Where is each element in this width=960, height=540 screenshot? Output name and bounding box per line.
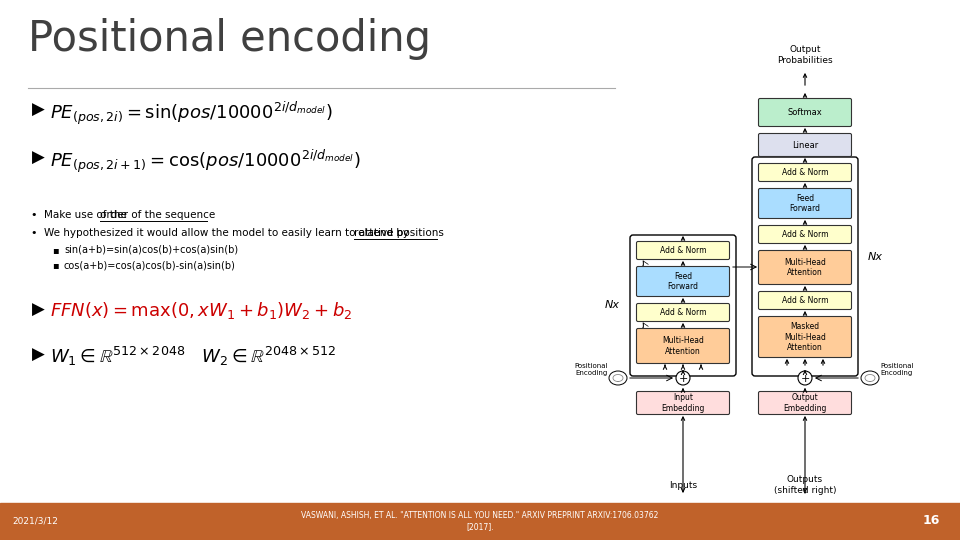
Text: order of the sequence: order of the sequence [100,210,215,220]
Text: Add & Norm: Add & Norm [781,296,828,305]
Text: Linear: Linear [792,140,818,150]
Text: We hypothesized it would allow the model to easily learn to attend by: We hypothesized it would allow the model… [44,228,412,238]
FancyBboxPatch shape [758,392,852,415]
FancyBboxPatch shape [636,267,730,296]
FancyBboxPatch shape [758,133,852,157]
FancyBboxPatch shape [636,241,730,260]
Text: Add & Norm: Add & Norm [781,168,828,177]
Text: Positional
Encoding: Positional Encoding [574,363,608,376]
Text: ▪: ▪ [52,245,59,255]
Text: $PE_{(pos,2i+1)} = \cos(pos/10000^{2i/d_{model}})$: $PE_{(pos,2i+1)} = \cos(pos/10000^{2i/d_… [50,148,361,176]
Text: Add & Norm: Add & Norm [660,246,707,255]
FancyBboxPatch shape [758,98,852,126]
Text: Nx: Nx [868,252,883,262]
Text: Multi-Head
Attention: Multi-Head Attention [784,258,826,277]
FancyBboxPatch shape [636,392,730,415]
Text: cos(a+b)=cos(a)cos(b)-sin(a)sin(b): cos(a+b)=cos(a)cos(b)-sin(a)sin(b) [64,260,236,270]
Text: $W_1 \in \mathbb{R}^{512\times2048}$   $W_2 \in \mathbb{R}^{2048\times512}$: $W_1 \in \mathbb{R}^{512\times2048}$ $W_… [50,345,337,368]
Text: sin(a+b)=sin(a)cos(b)+cos(a)sin(b): sin(a+b)=sin(a)cos(b)+cos(a)sin(b) [64,245,238,255]
FancyBboxPatch shape [758,164,852,181]
FancyBboxPatch shape [758,251,852,285]
Text: $\blacktriangleright$: $\blacktriangleright$ [28,100,46,118]
Text: $PE_{(pos,2i)} = \sin(pos/10000^{2i/d_{model}})$: $PE_{(pos,2i)} = \sin(pos/10000^{2i/d_{m… [50,100,332,127]
FancyBboxPatch shape [758,292,852,309]
Text: $+$: $+$ [800,373,810,383]
Text: Masked
Multi-Head
Attention: Masked Multi-Head Attention [784,322,826,352]
Text: ▪: ▪ [52,260,59,270]
Text: Softmax: Softmax [787,108,823,117]
Text: Add & Norm: Add & Norm [660,308,707,317]
Ellipse shape [609,371,627,385]
Text: $FFN(x) = \max(0, xW_1 + b_1)W_2 + b_2$: $FFN(x) = \max(0, xW_1 + b_1)W_2 + b_2$ [50,300,352,321]
Text: Feed
Forward: Feed Forward [789,194,821,213]
Text: $\blacktriangleright$: $\blacktriangleright$ [28,345,46,363]
Text: Outputs
(shifted right): Outputs (shifted right) [774,475,836,495]
FancyBboxPatch shape [758,226,852,244]
Text: Positional
Encoding: Positional Encoding [880,363,914,376]
Text: $\blacktriangleright$: $\blacktriangleright$ [28,300,46,318]
Text: 2021/3/12: 2021/3/12 [12,516,58,525]
Circle shape [676,371,690,385]
Ellipse shape [861,371,879,385]
Text: $+$: $+$ [678,373,688,383]
Text: VASWANI, ASHISH, ET AL. "ATTENTION IS ALL YOU NEED." ARXIV PREPRINT ARXIV:1706.0: VASWANI, ASHISH, ET AL. "ATTENTION IS AL… [301,511,659,531]
Text: Output
Embedding: Output Embedding [783,393,827,413]
Text: 16: 16 [923,515,940,528]
FancyBboxPatch shape [636,328,730,363]
Text: Output
Probabilities: Output Probabilities [778,45,833,65]
Text: Feed
Forward: Feed Forward [667,272,699,291]
Text: Multi-Head
Attention: Multi-Head Attention [662,336,704,356]
Text: •: • [30,210,36,220]
FancyBboxPatch shape [636,303,730,321]
Text: Positional encoding: Positional encoding [28,18,431,60]
Text: Inputs: Inputs [669,481,697,489]
Text: Input
Embedding: Input Embedding [661,393,705,413]
FancyBboxPatch shape [758,188,852,219]
Text: Nx: Nx [605,300,620,310]
Text: Add & Norm: Add & Norm [781,230,828,239]
Bar [0,503,960,540]
Text: Make use of the: Make use of the [44,210,131,220]
Text: relative positions: relative positions [354,228,444,238]
Text: •: • [30,228,36,238]
FancyBboxPatch shape [758,316,852,357]
Circle shape [798,371,812,385]
Text: $\blacktriangleright$: $\blacktriangleright$ [28,148,46,166]
